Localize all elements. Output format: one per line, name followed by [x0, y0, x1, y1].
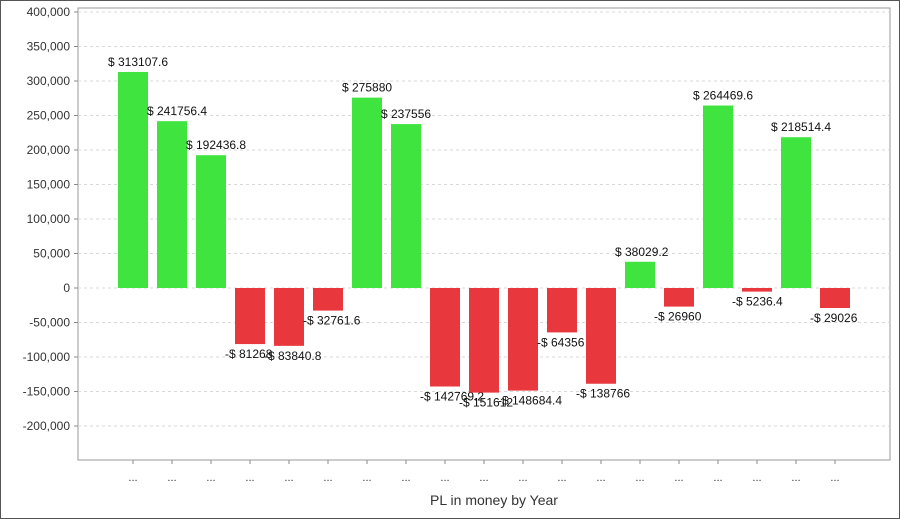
bar: [469, 288, 499, 393]
data-label: -$ 26960: [654, 310, 702, 324]
x-tick-label: ...: [206, 472, 215, 484]
data-label: $ 38029.2: [615, 245, 669, 259]
y-tick-label: -200,000: [23, 419, 71, 433]
y-tick-label: 150,000: [27, 178, 71, 192]
bar: [508, 288, 538, 391]
data-label: -$ 83840.8: [264, 349, 322, 363]
data-label: -$ 32761.6: [303, 314, 361, 328]
bar: [547, 288, 577, 333]
x-tick-label: ...: [557, 472, 566, 484]
bar: [781, 137, 811, 288]
bar: [274, 288, 304, 346]
data-label: $ 237556: [381, 107, 431, 121]
x-tick-label: ...: [674, 472, 683, 484]
x-tick-label: ...: [830, 472, 839, 484]
y-tick-label: 50,000: [33, 247, 70, 261]
data-label: -$ 5236.4: [732, 295, 783, 309]
y-tick-label: -100,000: [23, 350, 71, 364]
data-label: -$ 138766: [576, 387, 630, 401]
bar: [196, 155, 226, 288]
bar: [703, 105, 733, 288]
data-label: $ 218514.4: [771, 120, 831, 134]
x-tick-label: ...: [245, 472, 254, 484]
bar: [118, 71, 148, 289]
bar: [820, 288, 850, 309]
y-tick-label: 200,000: [27, 143, 71, 157]
bar: [313, 288, 343, 311]
x-tick-label: ...: [128, 472, 137, 484]
bar: [664, 288, 694, 307]
x-tick-label: ...: [479, 472, 488, 484]
y-tick-label: 400,000: [27, 5, 71, 19]
bar: [586, 288, 616, 384]
y-tick-label: 0: [63, 281, 70, 295]
x-tick-label: ...: [167, 472, 176, 484]
y-tick-label: 300,000: [27, 74, 71, 88]
data-label: -$ 142769.2: [420, 390, 484, 404]
x-tick-label: ...: [518, 472, 527, 484]
x-tick-label: ...: [440, 472, 449, 484]
data-label: $ 264469.6: [693, 89, 753, 103]
bar: [235, 288, 265, 345]
x-tick-label: ...: [791, 472, 800, 484]
bar: [391, 124, 421, 288]
data-label: -$ 151612: [459, 396, 513, 410]
x-tick-label: ...: [635, 472, 644, 484]
y-tick-label: -50,000: [29, 316, 70, 330]
x-tick-label: ...: [362, 472, 371, 484]
bar: [625, 261, 655, 288]
x-tick-label: ...: [401, 472, 410, 484]
data-label: -$ 81268: [225, 347, 273, 361]
y-tick-label: -150,000: [23, 385, 71, 399]
x-tick-label: ...: [713, 472, 722, 484]
y-tick-label: 250,000: [27, 109, 71, 123]
x-tick-label: ...: [323, 472, 332, 484]
x-tick-label: ...: [284, 472, 293, 484]
data-label: $ 313107.6: [108, 55, 168, 69]
x-tick-label: ...: [596, 472, 605, 484]
data-label: -$ 29026: [810, 311, 858, 325]
bar: [157, 121, 187, 289]
bar: [430, 288, 460, 387]
data-label: $ 275880: [342, 81, 392, 95]
y-tick-label: 100,000: [27, 212, 71, 226]
data-label: -$ 148684.4: [498, 394, 562, 408]
y-tick-label: 350,000: [27, 40, 71, 54]
data-label: $ 192436.8: [186, 138, 246, 152]
x-axis-title: PL in money by Year: [430, 492, 558, 508]
bar: [742, 288, 772, 292]
x-tick-label: ...: [752, 472, 761, 484]
data-label: -$ 64356: [537, 335, 585, 349]
bar: [352, 97, 382, 289]
data-label: $ 241756.4: [147, 104, 207, 118]
